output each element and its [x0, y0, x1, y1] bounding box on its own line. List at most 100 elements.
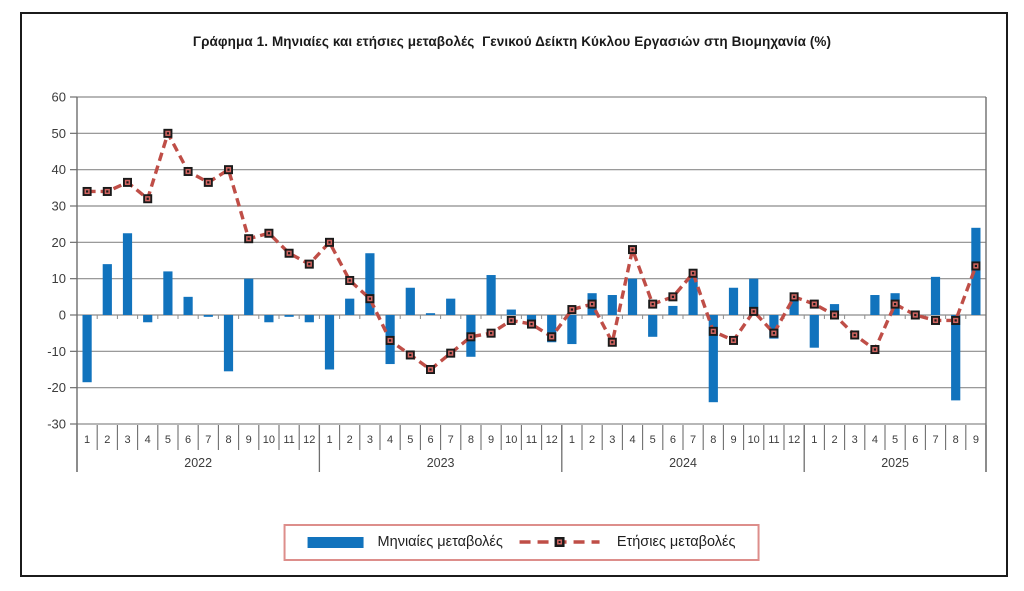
svg-text:6: 6	[912, 434, 918, 446]
svg-text:3: 3	[852, 434, 858, 446]
svg-text:-10: -10	[47, 344, 66, 359]
bar-month-2	[102, 264, 112, 315]
bar-month-25	[567, 315, 577, 345]
bar-month-4	[143, 315, 153, 323]
svg-text:3: 3	[367, 434, 373, 446]
svg-text:6: 6	[185, 434, 191, 446]
svg-text:9: 9	[730, 434, 736, 446]
monthly-series-swatch	[307, 536, 364, 548]
svg-text:1: 1	[569, 434, 575, 446]
gridlines	[70, 96, 987, 425]
bar-month-34	[749, 278, 759, 315]
svg-text:12: 12	[303, 434, 315, 446]
svg-text:0: 0	[59, 308, 66, 323]
svg-text:-20: -20	[47, 380, 66, 395]
svg-text:12: 12	[788, 434, 800, 446]
svg-text:5: 5	[892, 434, 898, 446]
bar-month-31	[688, 276, 698, 315]
svg-text:9: 9	[246, 434, 252, 446]
svg-text:4: 4	[872, 434, 878, 446]
svg-text:7: 7	[690, 434, 696, 446]
svg-text:8: 8	[468, 434, 474, 446]
bar-month-13	[324, 315, 335, 370]
bar-month-36	[789, 300, 799, 315]
year-label-2022: 2022	[184, 456, 212, 470]
bar-month-21	[486, 275, 496, 315]
svg-text:5: 5	[407, 434, 413, 446]
legend-label-monthly: Μηνιαίες μεταβολές	[377, 534, 503, 550]
bar-month-3	[122, 233, 133, 315]
bar-month-24	[547, 315, 557, 343]
bar-month-14	[345, 298, 355, 315]
svg-text:12: 12	[546, 434, 558, 446]
bar-month-45	[971, 227, 981, 315]
bar-month-18	[425, 313, 436, 315]
svg-text:1: 1	[84, 434, 90, 446]
svg-text:2: 2	[347, 434, 353, 446]
bar-month-37	[809, 315, 819, 348]
annual-line-series	[87, 131, 978, 372]
bar-month-17	[405, 287, 415, 315]
bar-month-19	[446, 298, 456, 315]
svg-text:60: 60	[52, 90, 66, 105]
x-axis-year-labels: 2022 2023 2024 2025	[76, 425, 987, 472]
svg-text:4: 4	[629, 434, 635, 446]
svg-text:10: 10	[505, 434, 517, 446]
svg-text:20: 20	[52, 235, 66, 250]
svg-text:7: 7	[932, 434, 938, 446]
bar-month-9	[244, 278, 254, 315]
bar-month-28	[627, 278, 638, 315]
bar-month-33	[728, 287, 739, 315]
bar-month-1	[82, 315, 92, 383]
bar-month-35	[769, 315, 779, 339]
x-axis-month-labels: 1 2 3 4 5 6 7 8 9 10 11 12 1 2 3 4 5 6 7 8 9 10 11 12 1 2 3 4 5 6 7 8 9 1…	[84, 425, 987, 450]
svg-text:11: 11	[526, 434, 537, 446]
svg-text:1: 1	[811, 434, 817, 446]
svg-text:10: 10	[263, 434, 275, 446]
svg-text:2: 2	[589, 434, 595, 446]
svg-text:8: 8	[953, 434, 959, 446]
svg-text:2: 2	[104, 434, 110, 446]
svg-text:11: 11	[283, 434, 294, 446]
svg-text:1: 1	[326, 434, 332, 446]
annual-series-swatch	[517, 534, 603, 550]
svg-text:9: 9	[488, 434, 494, 446]
y-axis-labels: 60 50 40 30 20 10 0 -10 -20 -30	[47, 90, 66, 432]
svg-text:10: 10	[748, 434, 760, 446]
svg-text:50: 50	[52, 126, 66, 141]
svg-text:5: 5	[165, 434, 171, 446]
bar-month-40	[870, 295, 880, 315]
svg-text:8: 8	[710, 434, 716, 446]
svg-text:11: 11	[768, 434, 779, 446]
svg-text:3: 3	[609, 434, 615, 446]
svg-text:6: 6	[427, 434, 433, 446]
bar-month-11	[284, 315, 294, 317]
svg-text:5: 5	[650, 434, 656, 446]
svg-text:40: 40	[52, 162, 66, 177]
chart-title: Γράφημα 1. Μηνιαίες και ετήσιες μεταβολέ…	[192, 34, 832, 49]
bar-month-7	[203, 315, 213, 317]
svg-text:7: 7	[448, 434, 454, 446]
bar-month-44	[951, 315, 961, 401]
bar-month-29	[648, 315, 658, 337]
svg-text:4: 4	[145, 434, 151, 446]
svg-text:4: 4	[387, 434, 393, 446]
bar-month-10	[264, 315, 274, 323]
svg-text:9: 9	[973, 434, 979, 446]
figure-border	[20, 12, 1008, 577]
svg-text:2: 2	[831, 434, 837, 446]
svg-text:10: 10	[52, 271, 66, 286]
svg-text:6: 6	[670, 434, 676, 446]
bar-month-30	[668, 305, 678, 315]
svg-text:8: 8	[225, 434, 231, 446]
legend-label-annual: Ετήσιες μεταβολές	[616, 534, 736, 550]
bar-month-12	[304, 315, 314, 323]
year-label-2025: 2025	[881, 456, 909, 470]
svg-text:-30: -30	[47, 417, 66, 432]
bar-month-38	[829, 304, 840, 315]
year-label-2023: 2023	[427, 456, 455, 470]
annual-line-markers	[82, 128, 981, 374]
bar-month-5	[163, 271, 173, 315]
